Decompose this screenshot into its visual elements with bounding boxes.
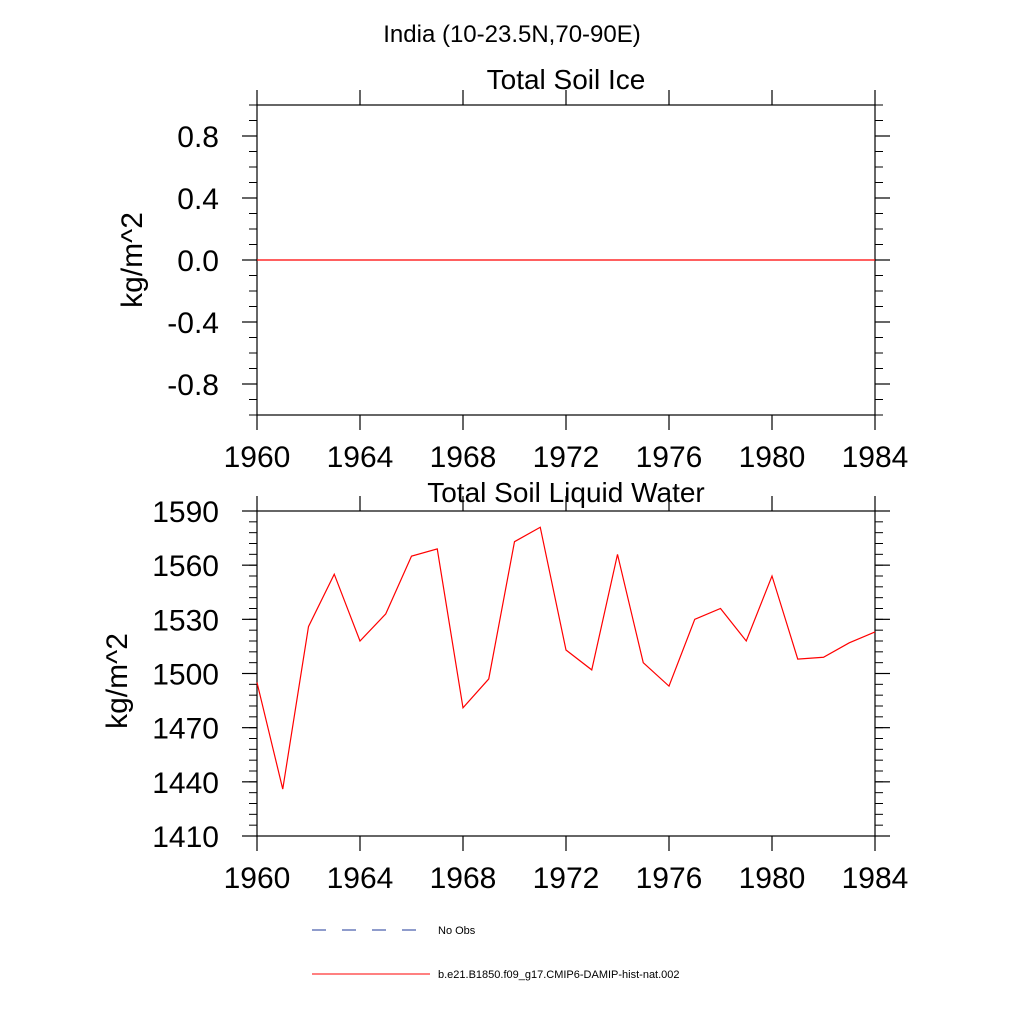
panel-2-plot: 1960 1964 1968 1972 1976 1980 1984 1410 1440 1470… [152, 496, 908, 895]
x-tick-label: 1972 [533, 441, 600, 474]
y-tick-label: 1560 [152, 550, 219, 583]
x-tick-label: 1976 [636, 441, 703, 474]
x-tick-label: 1984 [842, 862, 909, 895]
y-tick-label: 0.0 [177, 245, 219, 278]
y-tick-label: 1500 [152, 659, 219, 692]
y-tick-label: 1440 [152, 767, 219, 800]
figure-title: India (10-23.5N,70-90E) [383, 21, 640, 48]
x-tick-label: 1980 [739, 862, 806, 895]
y-tick-label: -0.4 [167, 307, 219, 340]
y-tick-label: 1470 [152, 713, 219, 746]
x-tick-label: 1964 [327, 441, 394, 474]
legend: No Obs b.e21.B1850.f09_g17.CMIP6-DAMIP-h… [312, 925, 680, 981]
x-tick-label: 1968 [430, 441, 497, 474]
x-tick-label: 1980 [739, 441, 806, 474]
panel-1-plot: 1960 1964 1968 1972 1976 1980 1984 -0.8 -0.4 0.0 0… [167, 90, 908, 474]
panel-1-ylabel: kg/m^2 [116, 212, 149, 308]
y-tick-label: 1410 [152, 821, 219, 854]
x-tick-label: 1976 [636, 862, 703, 895]
x-tick-label: 1984 [842, 441, 909, 474]
legend-label-model: b.e21.B1850.f09_g17.CMIP6-DAMIP-hist-nat… [438, 969, 680, 981]
x-tick-label: 1968 [430, 862, 497, 895]
series-line [256, 526, 876, 790]
x-tick-label: 1964 [327, 862, 394, 895]
x-tick-label: 1960 [224, 441, 291, 474]
panel-total-soil-ice: Total Soil Ice kg/m^2 1960 1964 1968 1972 19… [116, 64, 908, 474]
y-tick-label: -0.8 [167, 369, 219, 402]
panel-2-ylabel: kg/m^2 [101, 633, 134, 729]
x-tick-label: 1972 [533, 862, 600, 895]
panel-total-soil-liquid-water: Total Soil Liquid Water kg/m^2 1960 1964 1… [101, 477, 908, 895]
y-tick-label: 0.4 [177, 183, 219, 216]
legend-label-no-obs: No Obs [438, 925, 476, 937]
x-tick-label: 1960 [224, 862, 291, 895]
y-tick-label: 1590 [152, 496, 219, 529]
y-tick-label: 1530 [152, 604, 219, 637]
panel-1-title: Total Soil Ice [487, 64, 646, 95]
y-tick-label: 0.8 [177, 121, 219, 154]
